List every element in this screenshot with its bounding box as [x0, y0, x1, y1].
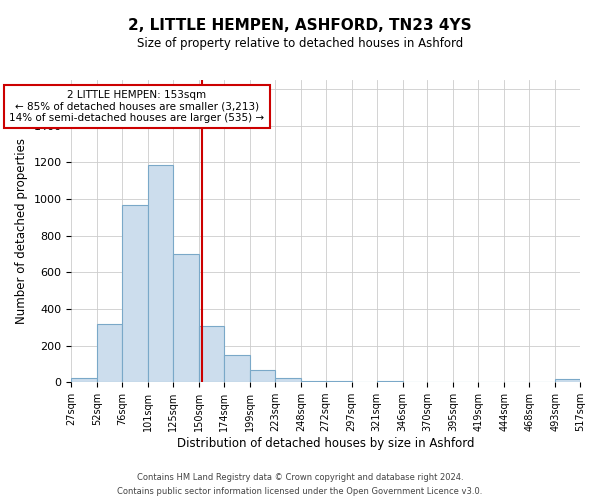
Bar — [71, 378, 97, 382]
Bar — [555, 378, 580, 382]
Bar — [122, 204, 148, 382]
Text: Contains HM Land Registry data © Crown copyright and database right 2024.: Contains HM Land Registry data © Crown c… — [137, 473, 463, 482]
Y-axis label: Number of detached properties: Number of detached properties — [15, 138, 28, 324]
Bar — [224, 354, 250, 382]
Bar — [97, 324, 122, 382]
Bar — [148, 165, 173, 382]
Text: 2, LITTLE HEMPEN, ASHFORD, TN23 4YS: 2, LITTLE HEMPEN, ASHFORD, TN23 4YS — [128, 18, 472, 32]
Text: Size of property relative to detached houses in Ashford: Size of property relative to detached ho… — [137, 38, 463, 51]
X-axis label: Distribution of detached houses by size in Ashford: Distribution of detached houses by size … — [177, 437, 475, 450]
Bar — [199, 326, 224, 382]
Bar — [275, 378, 301, 382]
Bar — [173, 254, 199, 382]
Text: 2 LITTLE HEMPEN: 153sqm
← 85% of detached houses are smaller (3,213)
14% of semi: 2 LITTLE HEMPEN: 153sqm ← 85% of detache… — [9, 90, 265, 124]
Text: Contains public sector information licensed under the Open Government Licence v3: Contains public sector information licen… — [118, 486, 482, 496]
Bar — [250, 370, 275, 382]
